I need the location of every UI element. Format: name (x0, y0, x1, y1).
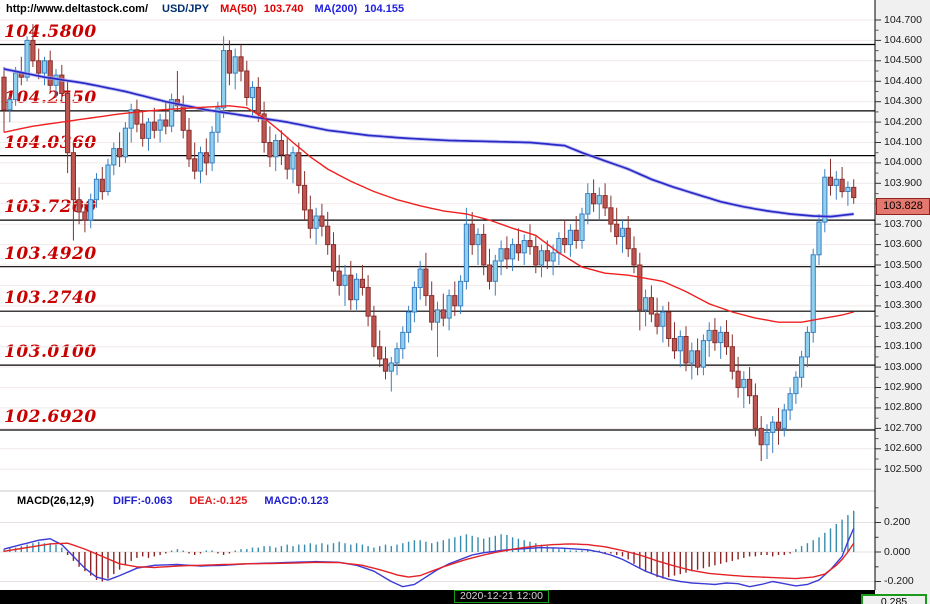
macd-tick-label: 0.200 (884, 516, 911, 528)
macd-title: MACD(26,12,9) (17, 495, 95, 507)
macd-dea-line (3, 542, 855, 580)
macd-histogram (3, 510, 855, 582)
price-tick-label: 102.900 (884, 381, 922, 393)
price-tick-label: 104.100 (884, 136, 922, 148)
price-tick-label: 103.500 (884, 258, 922, 271)
macd-tick-label: 0.000 (884, 545, 911, 558)
ma200-line (3, 68, 854, 218)
price-tick-label: 103.700 (884, 217, 922, 230)
price-tick-label: 104.600 (884, 33, 922, 46)
price-axis-panel (875, 0, 930, 604)
macd-diff-value: DIFF:-0.063 (113, 495, 173, 507)
macd-macd-value: MACD:0.123 (264, 495, 329, 507)
price-tick-label: 102.700 (884, 421, 922, 434)
ma200-value: 104.155 (364, 3, 405, 15)
price-tick-label: 104.000 (884, 156, 922, 169)
last-price-badge: 103.828 (876, 198, 930, 215)
ma50-line (3, 105, 854, 323)
price-tick-label: 104.700 (884, 13, 922, 26)
price-tick-label: 103.000 (884, 360, 922, 373)
macd-tick-label: -0.200 (884, 575, 914, 587)
price-tick-label: 104.200 (884, 115, 922, 128)
chart-header: http://www.deltastock.com/ USD/JPY MA(50… (6, 2, 404, 16)
price-tick-label: 104.400 (884, 74, 922, 87)
symbol-label: USD/JPY (162, 3, 210, 15)
level-label: 103.4920 (4, 243, 97, 264)
cursor-timestamp: 2020-12-21 12:00 (454, 590, 549, 603)
price-tick-label: 102.600 (884, 442, 922, 455)
candles-layer (1, 24, 857, 461)
price-tick-label: 103.900 (884, 176, 922, 189)
price-tick-label: 104.300 (884, 95, 922, 108)
price-tick-label: 103.400 (884, 278, 922, 291)
macd-dea-value: DEA:-0.125 (189, 495, 248, 507)
source-url[interactable]: http://www.deltastock.com/ (6, 3, 148, 15)
macd-header: MACD(26,12,9) DIFF:-0.063 DEA:-0.125 MAC… (17, 493, 329, 509)
level-label: 103.2740 (4, 288, 97, 309)
level-label: 103.0100 (4, 342, 97, 363)
macd-value-badge: 0.285 (861, 594, 927, 604)
price-tick-label: 104.500 (884, 54, 922, 67)
time-axis-bar[interactable]: 2020-12-21 12:00 (0, 590, 875, 604)
price-tick-label: 103.600 (884, 238, 922, 251)
ma200-label: MA(200) (314, 3, 358, 15)
price-tick-label: 102.800 (884, 401, 922, 414)
price-tick-label: 103.100 (884, 340, 922, 353)
price-tick-label: 103.300 (884, 299, 922, 312)
level-label: 104.5800 (4, 21, 97, 42)
price-tick-label: 102.500 (884, 462, 922, 475)
ma50-label: MA(50) (220, 3, 257, 15)
price-tick-label: 103.200 (884, 319, 922, 332)
level-label: 102.6920 (4, 407, 97, 427)
ma50-value: 103.740 (263, 3, 304, 15)
